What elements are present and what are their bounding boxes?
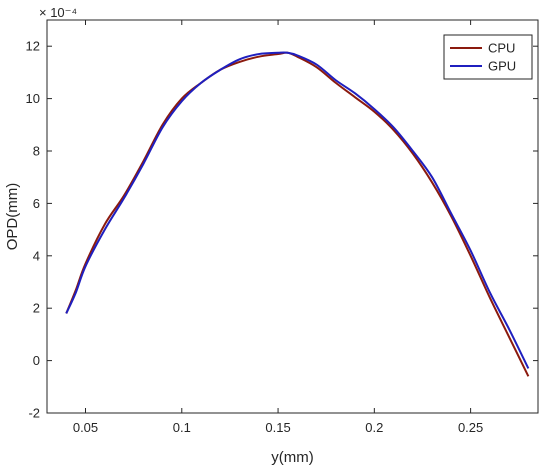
legend-box xyxy=(443,34,533,80)
y-tick-label: 4 xyxy=(33,248,40,263)
x-axis-label: y(mm) xyxy=(271,449,313,466)
axes: 0.05 0.1 0.15 0.2 0.25 -2 0 2 4 6 8 10 12 xyxy=(26,20,538,435)
x-tick-label: 0.15 xyxy=(265,420,290,435)
series-line-cpu xyxy=(65,51,530,377)
y-tick-label: -2 xyxy=(28,406,40,421)
y-tick-label: 0 xyxy=(33,353,40,368)
x-tick-label: 0.25 xyxy=(458,420,483,435)
y-tick-label: 2 xyxy=(33,301,40,316)
plot-frame xyxy=(46,19,539,414)
series-group xyxy=(65,51,530,377)
y-tick-label: 12 xyxy=(26,39,40,54)
legend: CPU GPU xyxy=(443,34,533,80)
legend-label: GPU xyxy=(488,59,516,74)
y-tick-label: 10 xyxy=(26,91,40,106)
y-tick-label: 6 xyxy=(33,196,40,211)
series-line-gpu xyxy=(65,51,530,369)
axis-exponent-label: × 10⁻⁴ xyxy=(39,5,77,20)
y-tick-label: 8 xyxy=(33,144,40,159)
y-axis-label: OPD(mm) xyxy=(4,183,21,251)
legend-label: CPU xyxy=(488,41,515,56)
x-tick-label: 0.05 xyxy=(73,420,98,435)
x-tick-label: 0.2 xyxy=(365,420,383,435)
x-tick-label: 0.1 xyxy=(173,420,191,435)
